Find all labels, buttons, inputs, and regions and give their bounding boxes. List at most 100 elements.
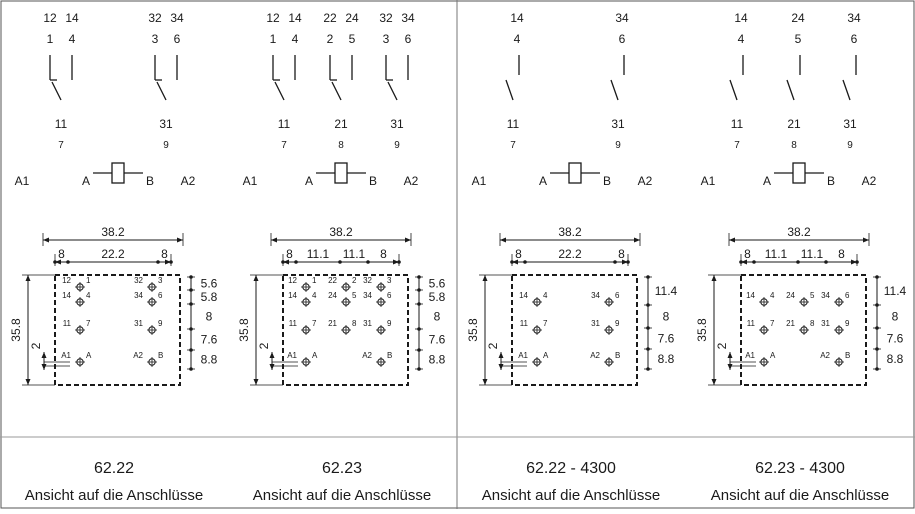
pin-number: 6 (387, 291, 392, 300)
height-dimension: 35.8 (695, 318, 709, 342)
terminal-number: 14 (65, 11, 79, 25)
relay-coil: A1 A B A2 (15, 163, 196, 188)
vertical-dimension: 8.8 (201, 353, 218, 367)
width-dimension: 38.2 (787, 225, 811, 239)
pin-label: 24 (328, 291, 337, 300)
pin-number: B (387, 351, 392, 360)
pin-number: 4 (543, 291, 548, 300)
terminal-number: 14 (734, 11, 748, 25)
pin-label: A2 (133, 351, 143, 360)
pin-label: A1 (745, 351, 755, 360)
chain-node (613, 260, 617, 264)
pin-number: 1 (86, 276, 91, 285)
vertical-dimension: 11.4 (655, 284, 678, 298)
coil-symbol (112, 163, 124, 183)
right-dimension: 8 (618, 247, 625, 261)
pin-label: 11 (747, 319, 756, 328)
terminal-number: 1 (270, 32, 277, 46)
pin-label: 34 (591, 291, 600, 300)
pin-number: B (845, 351, 850, 360)
pin-number: 6 (845, 291, 850, 300)
pin-label: 12 (288, 276, 297, 285)
contact-blade (52, 82, 61, 100)
chain-node (646, 347, 650, 351)
left-dimension: 8 (515, 247, 522, 261)
right-dimension: 8 (380, 247, 387, 261)
pin-number: 6 (615, 291, 620, 300)
terminal-number: 8 (791, 140, 797, 151)
terminal-number: 1 (47, 32, 54, 46)
terminal-number: 4 (514, 32, 521, 46)
pin-layout: 12 1 32 314 4 34 611 7 31 9A1 A A2 B (61, 276, 163, 367)
terminal-number: 6 (405, 32, 412, 46)
terminal-number: 11 (55, 117, 68, 131)
coil-terminal: A (539, 174, 547, 188)
coil-symbol (569, 163, 581, 183)
model-number: 62.22 (94, 460, 134, 477)
pin-layout: 14 4 24 5 34 611 7 21 8 31 9A1 A A2 B (745, 291, 850, 367)
pin-number: 3 (387, 276, 392, 285)
chain-node (875, 347, 879, 351)
terminal-number: 11 (507, 117, 520, 131)
relay-coil: A1 A B A2 (243, 163, 419, 188)
terminal-number: 12 (266, 11, 280, 25)
chain-node (824, 260, 828, 264)
arrow-head (254, 275, 259, 281)
middle-dimension: 11.1 (765, 247, 788, 261)
pin-label: 21 (786, 319, 795, 328)
coil-terminal: A1 (701, 174, 716, 188)
terminal-number: 3 (383, 32, 390, 46)
pin-layout: 12 1 22 2 32 314 4 24 5 34 611 7 21 8 31 9A1 A A2 B (287, 276, 392, 367)
contact-blade (611, 80, 618, 100)
chain-node (875, 367, 879, 371)
coil-terminal: A (763, 174, 771, 188)
contact-blade (332, 82, 341, 100)
terminal-number: 6 (619, 32, 626, 46)
pin-number: 7 (312, 319, 317, 328)
pin-label: 32 (363, 276, 372, 285)
panel-6223-4300: 144117245218346319A1 A B A238.28 11.1 11.1 835… (695, 11, 907, 504)
contact-blade (275, 82, 284, 100)
view-caption: Ansicht auf die Anschlüsse (482, 487, 660, 504)
chain-node (417, 367, 421, 371)
pin-number: 4 (770, 291, 775, 300)
pin-label: A1 (287, 351, 297, 360)
pin-label: A1 (518, 351, 528, 360)
width-dimension: 38.2 (558, 225, 582, 239)
offset-dimension: 2 (715, 342, 729, 349)
contact-1: 12 141 4117 (43, 11, 79, 151)
pin-number: 8 (810, 319, 815, 328)
chain-node (752, 260, 756, 264)
panel-6223: 12 141 411722 242 521832 343 6319A1 A B A238.28 11… (237, 11, 446, 504)
middle-dimension: 22.2 (101, 247, 125, 261)
pin-number: 9 (845, 319, 850, 328)
chain-node (417, 275, 421, 279)
pin-label: 14 (519, 291, 528, 300)
vertical-dimension: 7.6 (658, 332, 675, 346)
chain-node (417, 288, 421, 292)
arrow-head (26, 379, 31, 385)
pin-number: 4 (86, 291, 91, 300)
model-number: 62.23 (322, 460, 362, 477)
terminal-number: 5 (349, 32, 356, 46)
terminal-number: 9 (615, 140, 621, 151)
pin-label: 24 (786, 291, 795, 300)
coil-terminal: A1 (243, 174, 258, 188)
height-dimension: 35.8 (237, 318, 251, 342)
terminal-number: 24 (791, 11, 805, 25)
arrow-head (729, 238, 735, 243)
coil-symbol (335, 163, 347, 183)
arrow-head (26, 275, 31, 281)
chain-node (646, 367, 650, 371)
pin-label: 31 (363, 319, 372, 328)
terminal-dimension-view: 38.2 8 22.2 8 35.8 2 5.65.8 8 7.6 8.8 12 1 32 3 14 4 34 6… (9, 225, 218, 385)
pin-number: 4 (312, 291, 317, 300)
coil-symbol (793, 163, 805, 183)
coil-terminal: B (146, 174, 154, 188)
vertical-dimension: 8.8 (658, 352, 675, 366)
chain-node (53, 260, 57, 264)
pin-number: 7 (770, 319, 775, 328)
chain-node (646, 275, 650, 279)
